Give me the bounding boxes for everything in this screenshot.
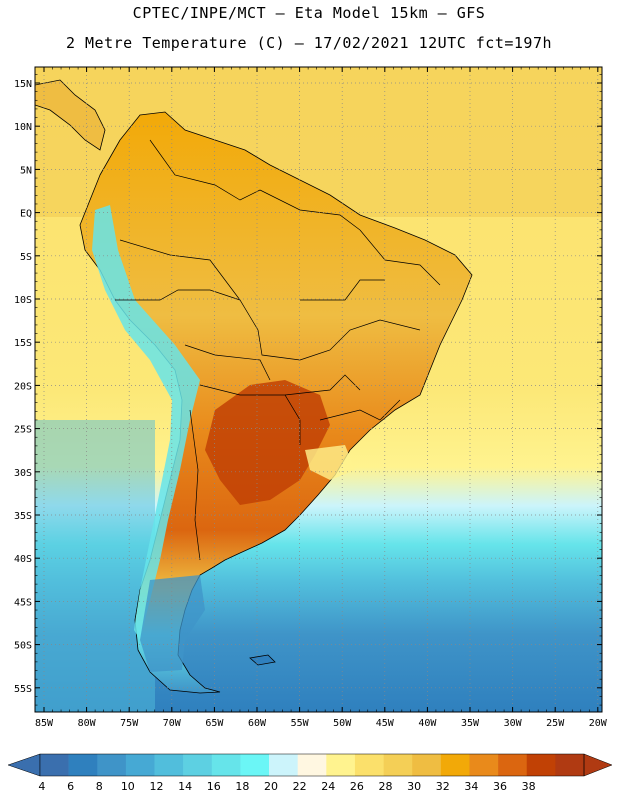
lon-tick-label: 45W bbox=[376, 718, 395, 729]
pacific-cold-patch bbox=[35, 420, 155, 712]
lat-tick-label: 15S bbox=[14, 338, 32, 349]
colorbar-swatch bbox=[526, 754, 556, 776]
colorbar-swatch bbox=[183, 754, 213, 776]
central-america bbox=[35, 79, 106, 151]
graticule bbox=[35, 67, 602, 712]
colorbar-label: 6 bbox=[67, 780, 75, 793]
lon-axis: 85W 80W 75W 70W 65W 60W 55W 50W 45W 40W 35W 30W 25W 2… bbox=[35, 67, 608, 729]
colorbar-label: 18 bbox=[235, 780, 250, 793]
patagonia-cold bbox=[140, 575, 205, 672]
colorbar-swatch bbox=[211, 754, 241, 776]
lat-tick-label: 30S bbox=[14, 468, 32, 479]
colorbar-label: 14 bbox=[178, 780, 193, 793]
falkland-islands bbox=[249, 654, 276, 666]
lat-tick-label: 40S bbox=[14, 554, 32, 565]
lon-tick-label: 60W bbox=[248, 718, 267, 729]
colorbar-label: 4 bbox=[38, 780, 46, 793]
lat-axis: 15N 10N 5N EQ 5S 10S 15S 20S 25S 30S 35S 40S 45S 50S 5… bbox=[14, 74, 602, 706]
lat-tick-label: 35S bbox=[14, 511, 32, 522]
colorbar-swatch bbox=[297, 754, 327, 776]
lat-tick-label: EQ bbox=[20, 209, 32, 220]
lat-tick-label: 10N bbox=[14, 122, 32, 133]
colorbar bbox=[7, 753, 613, 777]
lon-tick-label: 80W bbox=[78, 718, 97, 729]
map-subtitle: 2 Metre Temperature (C) – 17/02/2021 12U… bbox=[65, 34, 553, 52]
lat-tick-label: 15N bbox=[14, 79, 32, 90]
colorbar-swatch bbox=[469, 754, 499, 776]
colorbar-swatch bbox=[354, 754, 384, 776]
lat-tick-label: 5S bbox=[20, 252, 32, 263]
lat-tick-label: 20S bbox=[14, 381, 32, 392]
lon-tick-label: 85W bbox=[35, 718, 54, 729]
colorbar-label: 34 bbox=[464, 780, 479, 793]
colorbar-label: 28 bbox=[378, 780, 393, 793]
colorbar-outline bbox=[39, 753, 585, 777]
colorbar-label: 26 bbox=[349, 780, 364, 793]
lat-tick-label: 50S bbox=[14, 641, 32, 652]
lat-tick-label: 25S bbox=[14, 425, 32, 436]
hot-interior bbox=[205, 380, 330, 505]
country-borders bbox=[115, 139, 441, 561]
lat-tick-label: 55S bbox=[14, 684, 32, 695]
lon-tick-label: 40W bbox=[418, 718, 437, 729]
colorbar-label: 24 bbox=[321, 780, 336, 793]
colorbar-swatch bbox=[154, 754, 184, 776]
map-title: CPTEC/INPE/MCT – Eta Model 15km – GFS bbox=[132, 4, 486, 22]
colorbar-swatch bbox=[68, 754, 98, 776]
colorbar-swatch bbox=[412, 754, 442, 776]
lon-tick-label: 25W bbox=[546, 718, 565, 729]
colorbar-swatch bbox=[383, 754, 413, 776]
colorbar-label: 32 bbox=[435, 780, 450, 793]
colorbar-label: 16 bbox=[206, 780, 221, 793]
lon-tick-label: 65W bbox=[205, 718, 224, 729]
colorbar-swatch bbox=[125, 754, 155, 776]
colorbar-swatch bbox=[498, 754, 528, 776]
colorbar-swatch bbox=[40, 754, 69, 776]
colorbar-swatch bbox=[240, 754, 270, 776]
colorbar-swatch bbox=[326, 754, 356, 776]
colorbar-label: 38 bbox=[521, 780, 536, 793]
lat-tick-label: 10S bbox=[14, 295, 32, 306]
lon-tick-label: 20W bbox=[589, 718, 608, 729]
colorbar-high-arrow bbox=[583, 753, 613, 777]
colorbar-swatch bbox=[440, 754, 470, 776]
lon-tick-label: 30W bbox=[504, 718, 523, 729]
lon-tick-label: 35W bbox=[461, 718, 480, 729]
colorbar-label: 36 bbox=[493, 780, 508, 793]
colorbar-label: 10 bbox=[120, 780, 135, 793]
lat-tick-label: 45S bbox=[14, 597, 32, 608]
andes-cold-strip bbox=[92, 205, 200, 640]
colorbar-swatch bbox=[97, 754, 127, 776]
lon-tick-label: 55W bbox=[291, 718, 310, 729]
colorbar-swatch bbox=[555, 754, 585, 776]
colorbar-label: 30 bbox=[407, 780, 422, 793]
lon-tick-label: 70W bbox=[163, 718, 182, 729]
colorbar-label: 12 bbox=[149, 780, 164, 793]
map-frame bbox=[34, 66, 603, 713]
colorbar-label: 20 bbox=[263, 780, 278, 793]
colorbar-label: 8 bbox=[95, 780, 103, 793]
lon-tick-label: 50W bbox=[333, 718, 352, 729]
colorbar-low-arrow bbox=[7, 753, 41, 777]
colorbar-label: 22 bbox=[292, 780, 307, 793]
colorbar-swatch bbox=[269, 754, 298, 776]
lon-tick-label: 75W bbox=[120, 718, 139, 729]
lat-tick-label: 5N bbox=[20, 165, 32, 176]
